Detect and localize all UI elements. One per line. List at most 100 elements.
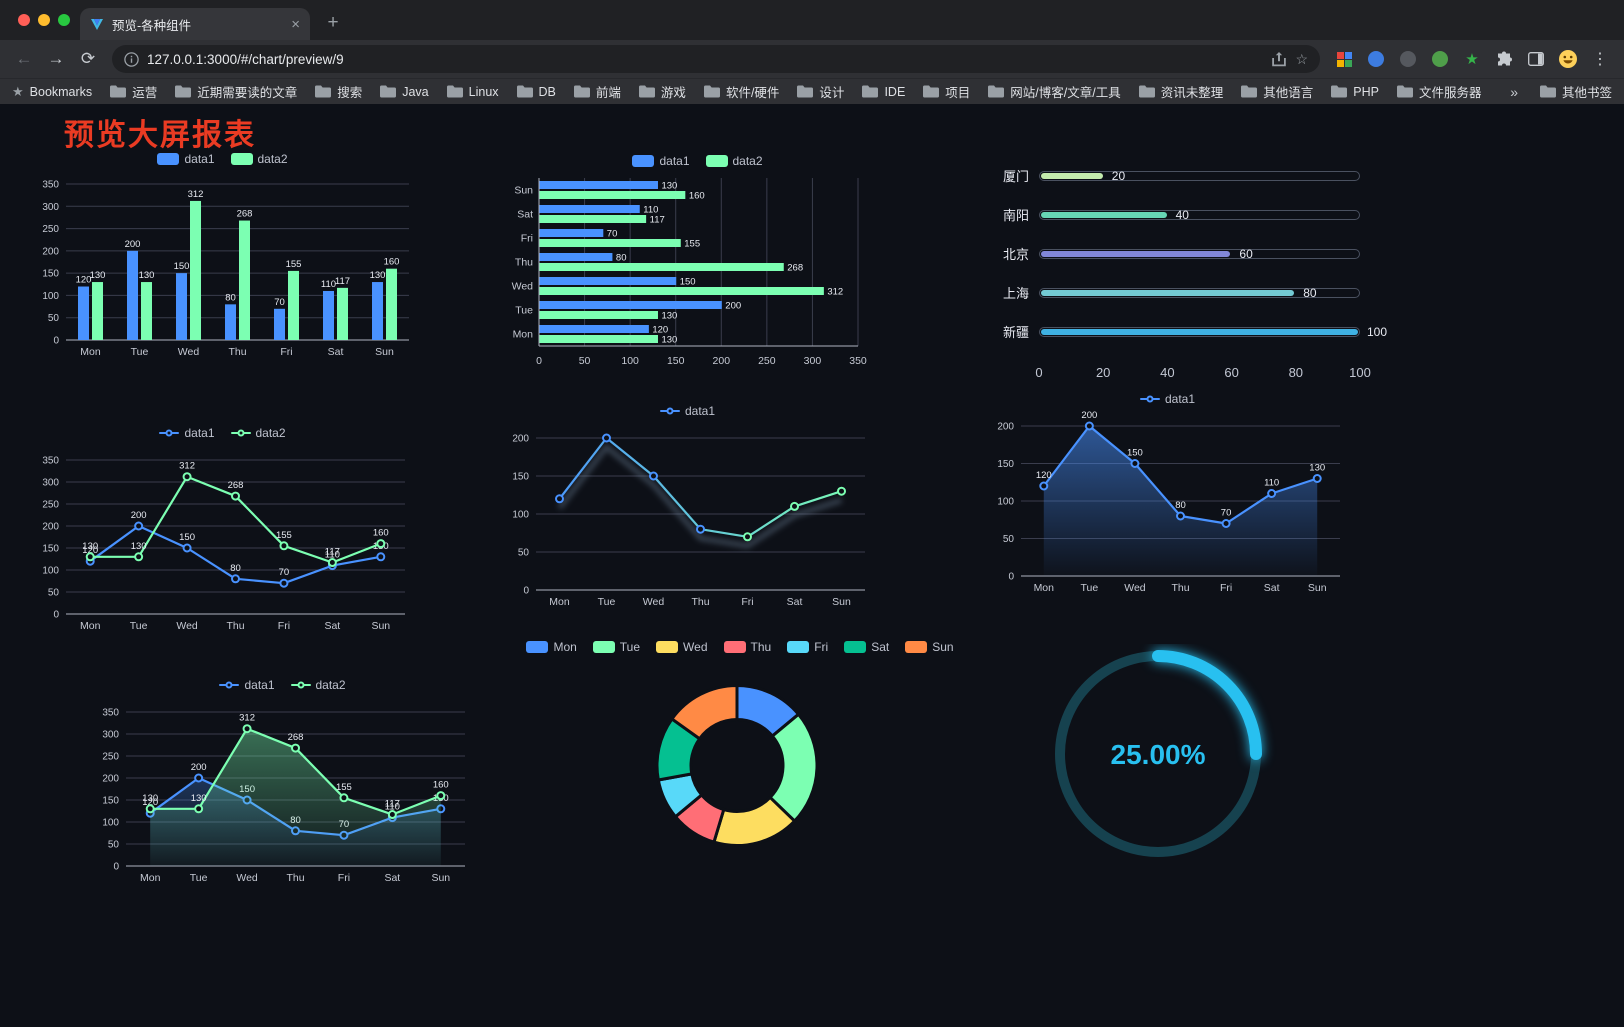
bookmark-folder[interactable]: 近期需要读的文章 <box>175 82 297 101</box>
svg-text:50: 50 <box>48 588 60 599</box>
other-bookmarks-folder[interactable]: 其他书签 <box>1539 82 1612 101</box>
bookmark-folder[interactable]: 搜索 <box>315 82 362 101</box>
profile-avatar[interactable] <box>1554 45 1582 73</box>
legend-item[interactable]: data1 <box>632 154 690 168</box>
legend-label: Wed <box>683 640 708 654</box>
pie-slice-sun[interactable] <box>670 684 739 741</box>
svg-text:Tue: Tue <box>131 346 149 358</box>
forward-button[interactable]: → <box>47 49 65 68</box>
chart-bar-horizontal: data1 data2 0 50 100 150 200 250 300 350 Mon Tue Wed… <box>505 150 890 370</box>
legend-label: data2 <box>315 678 346 692</box>
bookmark-folders: 运营 近期需要读的文章 搜索 Java Linux DB 前端 游戏 软件/硬件 设计 IDE 项目 网… <box>110 82 1488 101</box>
folder-icon <box>110 85 127 98</box>
bookmark-folder[interactable]: 网站/博客/文章/工具 <box>988 82 1121 101</box>
bookmark-folder[interactable]: Linux <box>446 85 499 99</box>
legend-item[interactable]: data2 <box>230 152 288 166</box>
svg-text:120: 120 <box>652 325 668 336</box>
svg-text:268: 268 <box>787 263 803 274</box>
bookmark-folder[interactable]: 前端 <box>573 82 621 101</box>
extensions-puzzle-icon[interactable] <box>1490 45 1518 73</box>
minimize-window-button[interactable] <box>38 14 50 26</box>
progress-label: 南阳 <box>1002 208 1029 223</box>
bookmark-folder[interactable]: 文件服务器 <box>1396 82 1481 101</box>
address-bar[interactable]: 127.0.0.1:3000/#/chart/preview/9 ☆ <box>112 45 1320 73</box>
folder-icon <box>380 85 397 98</box>
extension-icon-green-circle[interactable] <box>1426 45 1454 73</box>
svg-text:250: 250 <box>42 500 59 511</box>
svg-text:80: 80 <box>1175 500 1186 511</box>
back-button[interactable]: ← <box>15 49 33 68</box>
legend-item[interactable]: data1 <box>659 404 715 418</box>
new-tab-button[interactable]: + <box>327 12 339 33</box>
legend-item[interactable]: Sat <box>844 640 889 654</box>
extension-icon-green-star[interactable]: ★ <box>1465 51 1479 68</box>
svg-text:110: 110 <box>325 550 340 561</box>
bookmarks-overflow-chevron[interactable]: » <box>1510 83 1518 100</box>
bookmark-label: PHP <box>1353 84 1379 99</box>
svg-text:Sun: Sun <box>431 872 450 884</box>
svg-text:312: 312 <box>827 287 843 298</box>
legend-item[interactable]: Fri <box>787 640 828 654</box>
extension-icon-blue-drop[interactable] <box>1362 45 1390 73</box>
bookmark-folder[interactable]: 软件/硬件 <box>703 82 779 101</box>
progress-track: 40 <box>1039 208 1360 222</box>
svg-text:Fri: Fri <box>521 233 533 245</box>
svg-text:Wed: Wed <box>176 620 198 632</box>
gauge-value-label: 25.00% <box>1111 739 1206 770</box>
bookmark-folder[interactable]: 其他语言 <box>1241 82 1313 101</box>
legend-item[interactable]: data2 <box>705 154 763 168</box>
bookmark-folder[interactable]: 运营 <box>110 82 157 101</box>
legend-item[interactable]: Wed <box>656 640 708 654</box>
bookmark-label: 运营 <box>132 86 158 100</box>
svg-text:0: 0 <box>523 586 529 597</box>
bookmark-folder[interactable]: PHP <box>1331 85 1379 99</box>
extension-icon-pixel[interactable] <box>1330 45 1358 73</box>
share-icon[interactable] <box>1271 51 1287 67</box>
menu-icon[interactable]: ⋮ <box>1592 51 1608 68</box>
svg-text:70: 70 <box>607 229 618 240</box>
side-panel-icon[interactable] <box>1522 45 1550 73</box>
browser-tab[interactable]: 预览-各种组件 × <box>80 8 310 40</box>
maximize-window-button[interactable] <box>58 14 70 26</box>
bookmark-label: 其他语言 <box>1263 86 1314 100</box>
legend-item[interactable]: Tue <box>592 640 640 654</box>
donut-chart-svg <box>655 684 819 847</box>
site-info-icon[interactable] <box>124 51 139 67</box>
svg-text:Sat: Sat <box>787 596 803 608</box>
bookmark-folder[interactable]: 项目 <box>923 82 970 101</box>
svg-text:130: 130 <box>131 541 147 552</box>
folder-icon <box>1539 85 1556 98</box>
reload-button[interactable]: ⟳ <box>80 49 96 68</box>
close-window-button[interactable] <box>18 14 30 26</box>
svg-text:100: 100 <box>621 355 639 367</box>
bookmark-folder[interactable]: DB <box>516 85 556 99</box>
tab-close-icon[interactable]: × <box>291 15 300 33</box>
bookmark-folder[interactable]: 资讯未整理 <box>1138 82 1223 101</box>
bookmark-folder[interactable]: Java <box>380 85 429 99</box>
svg-text:250: 250 <box>42 224 59 235</box>
legend-item[interactable]: data1 <box>159 426 215 440</box>
bookmark-star-icon[interactable]: ☆ <box>1295 50 1308 67</box>
chart-line-two-series: data1 data2 0 50 100 150 200 250 300 350 Mon Tue Wed… <box>30 422 415 636</box>
legend-item[interactable]: data1 <box>157 152 215 166</box>
legend-item[interactable]: Mon <box>526 640 577 654</box>
bookmarks-root-folder[interactable]: ★ Bookmarks <box>12 84 92 100</box>
bookmark-folder[interactable]: 设计 <box>797 82 844 101</box>
legend-item[interactable]: data2 <box>290 678 346 692</box>
legend-item[interactable]: data1 <box>219 678 275 692</box>
extension-icon-gray-circle[interactable] <box>1394 45 1422 73</box>
progress-row: 北京 60 <box>995 234 1360 273</box>
legend-item[interactable]: data1 <box>1139 392 1195 406</box>
bookmark-folder[interactable]: 游戏 <box>638 82 686 101</box>
legend-item[interactable]: Thu <box>723 640 771 654</box>
legend-item[interactable]: data2 <box>230 426 286 440</box>
svg-text:160: 160 <box>373 528 389 539</box>
window-controls <box>18 14 70 26</box>
svg-text:Wed: Wed <box>178 346 200 358</box>
svg-text:Tue: Tue <box>1080 582 1098 594</box>
legend-item[interactable]: Sun <box>905 640 954 654</box>
folder-icon <box>638 85 655 98</box>
chart-legend: data1 data2 <box>30 148 415 170</box>
chart-bar-vertical: data1 data2 0 50 100 150 200 250 300 350 Mon Tue Wed… <box>30 148 415 362</box>
bookmark-folder[interactable]: IDE <box>862 85 905 99</box>
